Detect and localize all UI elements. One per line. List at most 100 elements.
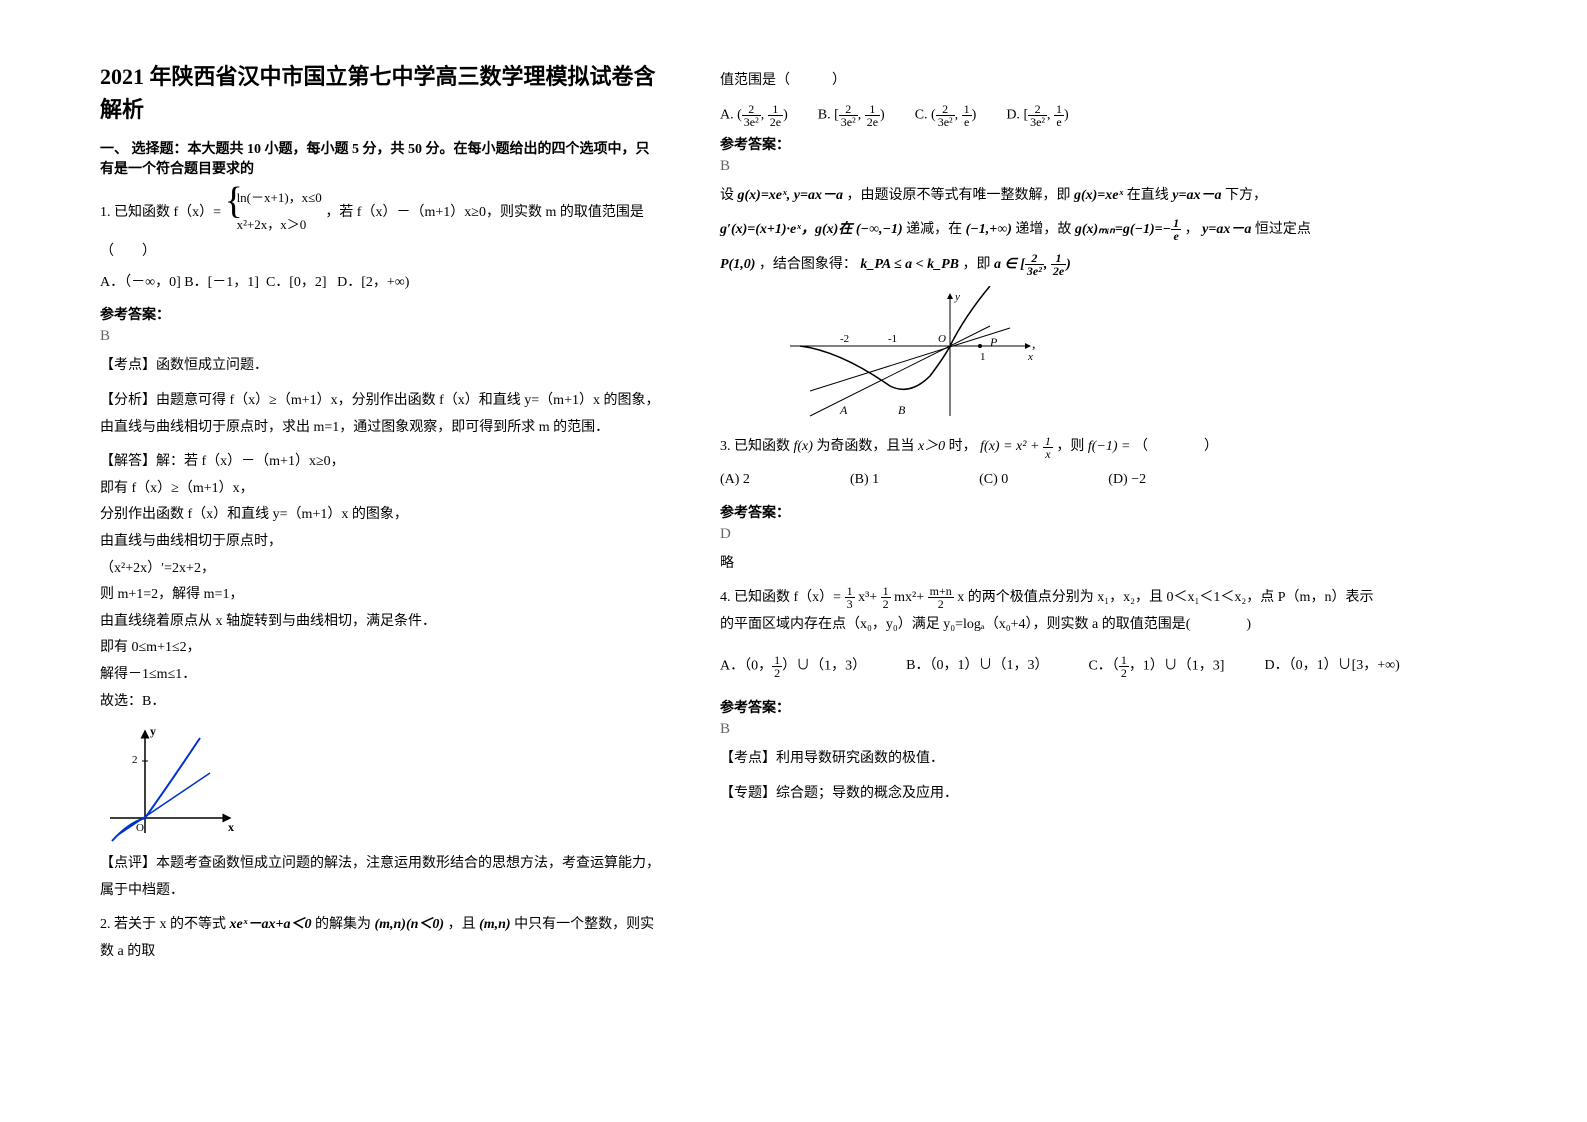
q2-opt-b-pre: B. [818,107,831,122]
q2-mid: 的解集为 [315,917,371,932]
p: C．（ [1088,659,1118,674]
q2-sol-line1: 设 g(x)=xeˣ, y=ax－a ，由题设原不等式有唯一整数解，即 g(x)… [720,183,1420,210]
q3-opt-b: (B) 1 [850,467,879,494]
q2-sol-line3: P(1,0) ，结合图象得： k_PA ≤ a < k_PB ，即 a ∈ [2… [720,252,1420,279]
answer-label-2: 参考答案： [720,134,1420,154]
left-column: 2021 年陕西省汉中市国立第七中学高三数学理模拟试卷含解析 一、 选择题：本大… [100,60,660,973]
jieda-line-0: 解：若 f（x）－（m+1）x≥0， [156,454,345,469]
q3-opt-c: (C) 0 [979,467,1008,494]
y-label: y [954,291,960,303]
d: 2 [1119,667,1129,679]
q3-trail: （ ） [1134,439,1218,454]
answer-label-4: 参考答案： [720,697,1420,717]
intv2: (−1,+∞) [966,222,1012,237]
f-d: 2e [768,116,783,128]
q3-pre: 3. 已知函数 [720,439,790,454]
q4-line2: 的平面区域内存在点（x₀，y₀）满足 y₀=logₐ（x₀+4），则实数 a 的… [720,617,1251,632]
fenxi-label: 【分析】 [100,393,156,408]
q1-diagram-svg: y x O 2 [100,723,240,843]
y-eq2: y=ax－a [1202,222,1251,237]
q3-fx: f(x) [794,439,813,454]
q4-zhuanti: 【专题】综合题；导数的概念及应用． [720,781,1420,808]
f-n: 1 [865,103,880,116]
label-p: P [989,335,998,349]
q2-opt-c-pre: C. [915,107,928,122]
t: 在直线 [1127,188,1169,203]
l: 【专题】 [720,786,776,801]
f-n: 1 [768,103,783,116]
n: 1 [1043,435,1053,448]
jieda-line-9: 故选：B． [100,694,165,709]
q1-piecewise: ln(－x+1)，x≤0 x²+2x，x＞0 [225,186,322,239]
d: 2 [881,598,891,610]
q1-dianping: 【点评】本题考查函数恒成立问题的解法，注意运用数形结合的思想方法，考查运算能力，… [100,851,660,904]
jieda-line-3: 由直线与曲线相切于原点时， [100,534,282,549]
q2-options: A. (23e², 12e) B. [23e², 12e) C. (23e², … [720,103,1420,128]
q1-opt-d: D．[2，+∞) [337,275,409,290]
s: ）∪（1，3） [782,659,866,674]
q3-options: (A) 2 (B) 1 (C) 0 (D) −2 [720,467,1420,494]
d: 3e² [1025,265,1044,277]
q2-answer-letter: B [720,158,1420,175]
q3-opt-d: (D) −2 [1108,467,1146,494]
q1-diagram: y x O 2 [100,723,660,843]
d: 2e [1051,265,1066,277]
q2-prefix: 2. 若关于 x 的不等式 [100,917,226,932]
q2-sol-line2: g′(x)=(x+1)·eˣ，g(x)在 (−∞,−1) 递减，在 (−1,+∞… [720,217,1420,244]
q1-opt-c: C．[0，2] [266,275,327,290]
label-b: B [898,403,906,417]
q3-expr: f(x) = x² + 1x [980,439,1056,454]
q3-mid3: ，则 [1056,439,1084,454]
jieda-label: 【解答】 [100,454,156,469]
f-d: 3e² [839,116,858,128]
jieda-line-4: （x²+2x）′=2x+2， [100,561,215,576]
answer-label-3: 参考答案： [720,502,1420,522]
y-tick-2: 2 [132,754,138,766]
t: 下方， [1225,188,1267,203]
kaodian-label: 【考点】 [100,358,156,373]
jieda-line-6: 由直线绕着原点从 x 轴旋转到与曲线相切，满足条件． [100,614,436,629]
t: 利用导数研究函数的极值． [776,751,944,766]
q4-opt-d: D．（0，1）∪[3，+∞) [1264,654,1399,679]
q4-options: A．（0，12）∪（1，3） B．（0，1）∪（1，3） C．（12，1）∪（1… [720,654,1420,679]
t: ，结合图象得： [759,257,857,272]
q3-lue: 略 [720,551,1420,578]
q1-opt-a: A．（－∞，0] [100,275,181,290]
q2-opt-a: A. (23e², 12e) [720,103,788,128]
q1-piece2: x²+2x，x＞0 [237,217,307,232]
t: ，由题设原不等式有唯一整数解，即 [846,188,1070,203]
gmin: g(x)ₘᵢₙ=g(−1)=−1e [1075,222,1181,237]
q4-opt-a: A．（0，12）∪（1，3） [720,654,866,679]
origin: O [938,333,946,345]
q3-lhs: f(x) = x² + [980,439,1039,454]
q2-diagram: y x O -1 -2 1 P A B , [780,286,1420,426]
q2-opt-d: D. [23e², 1e) [1006,103,1068,128]
t: 递减，在 [906,222,962,237]
t: 恒过定点 [1255,222,1311,237]
intv1: (−∞,−1) [856,222,903,237]
question-1: 1. 已知函数 f（x）= ln(－x+1)，x≤0 x²+2x，x＞0 ，若 … [100,186,660,296]
q1-prefix: 1. 已知函数 f（x）= [100,205,221,220]
q2-opt-b: B. [23e², 12e) [818,103,885,128]
fenxi-text: 由题意可得 f（x）≥（m+1）x，分别作出函数 f（x）和直线 y=（m+1）… [100,393,659,435]
q3-opt-a: (A) 2 [720,467,750,494]
kaodian-text: 函数恒成立问题． [156,358,268,373]
q4-answer-letter: B [720,721,1420,738]
exam-title: 2021 年陕西省汉中市国立第七中学高三数学理模拟试卷含解析 [100,60,660,126]
t: mx²+ [894,590,924,605]
q2-set2: (m,n) [479,917,511,932]
f-d: 2e [865,116,880,128]
f-n: 2 [742,103,761,116]
q4-pre: 4. 已知函数 f（x）= [720,590,841,605]
label-a: A [839,403,848,417]
p-point: P(1,0) [720,257,755,272]
q1-piece1: ln(－x+1)，x≤0 [237,190,322,205]
right-column: 值范围是（ ） A. (23e², 12e) B. [23e², 12e) C.… [720,60,1420,973]
question-4: 4. 已知函数 f（x）= 13 x³+ 12 mx²+ m+n2 x 的两个极… [720,585,1420,638]
d: 2 [772,667,782,679]
q4-tail1: x 的两个极值点分别为 x₁，x₂，且 0＜x₁＜1＜x₂，点 P（m，n）表示 [957,590,1373,605]
a-range: a ∈ [23e², 12e) [994,257,1071,272]
q3-mid1: 为奇函数，且当 [816,439,914,454]
jieda-line-1: 即有 f（x）≥（m+1）x， [100,481,254,496]
q3-cond: x＞0 [918,439,945,454]
